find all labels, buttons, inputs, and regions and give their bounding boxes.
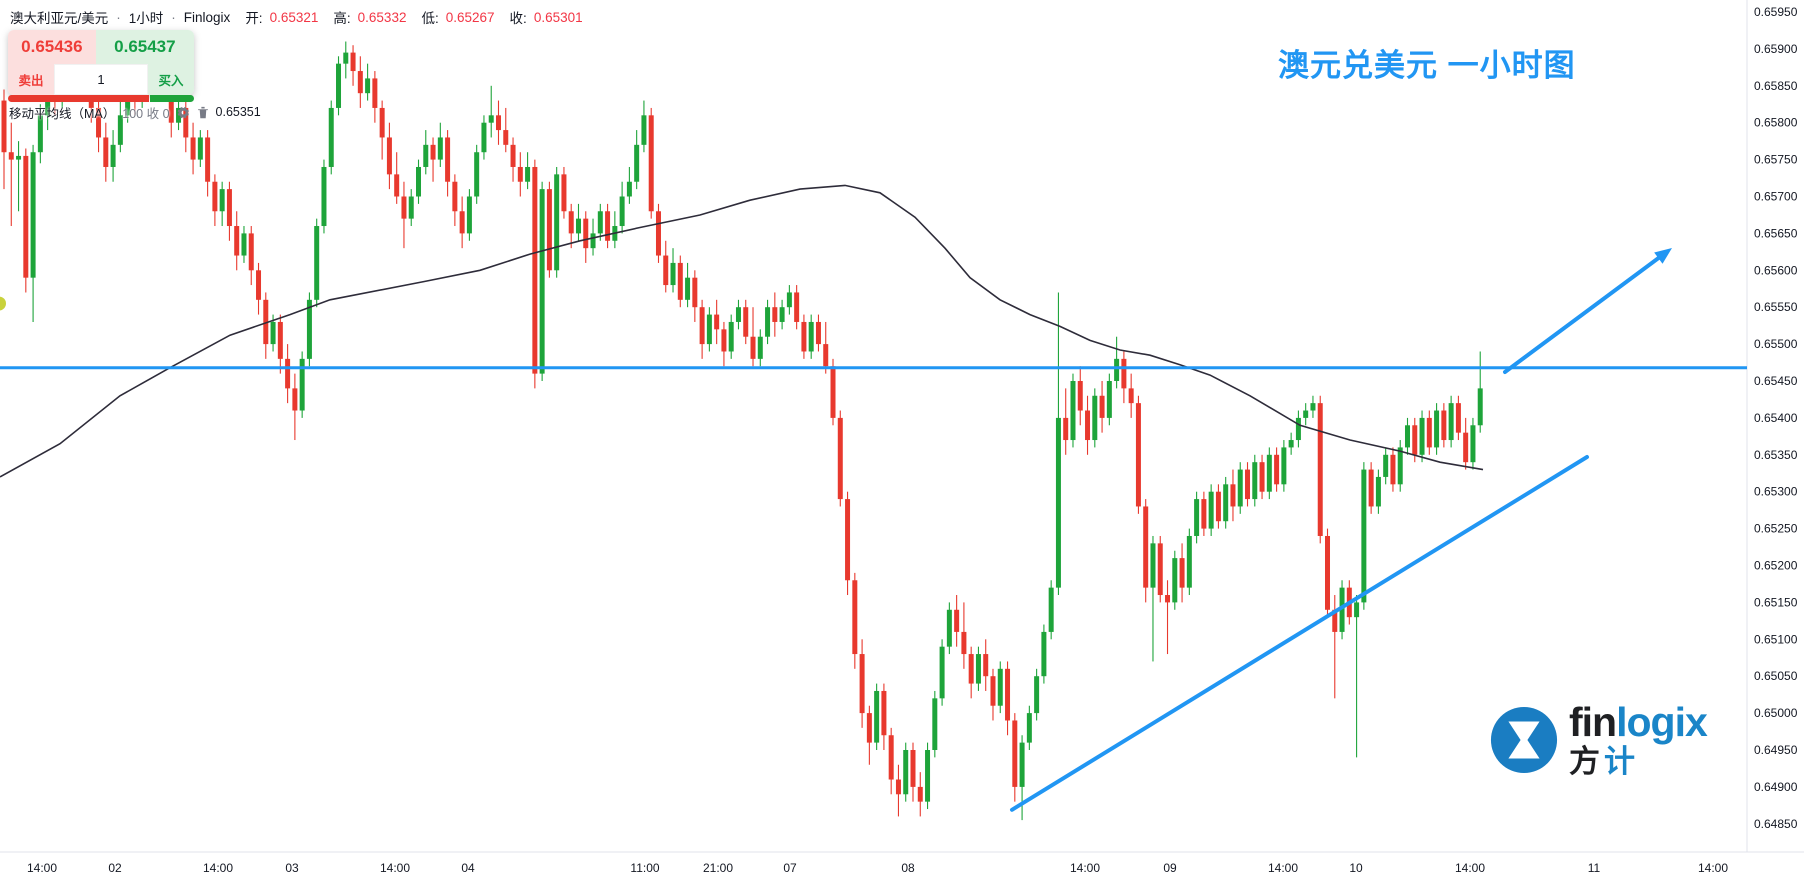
svg-text:07: 07 [783,861,797,875]
finlogix-logo-icon [1490,706,1558,774]
ma-line [0,184,1484,478]
chart-annotation-title[interactable]: 澳元兑美元 一小时图 [1278,48,1576,83]
symbol-header: 澳大利亚元/美元 · 1小时 · Finlogix 开: 0.65321 高: … [10,7,583,27]
high-label: 高: [333,11,351,26]
svg-text:11:00: 11:00 [630,861,659,875]
svg-text:0.65450: 0.65450 [1754,374,1798,388]
svg-text:0.65500: 0.65500 [1754,337,1798,351]
depth-bar [8,95,194,102]
svg-text:0.65400: 0.65400 [1754,411,1798,425]
open-value: 0.65321 [269,9,319,25]
candles-layer [1,41,1483,821]
svg-text:0.64950: 0.64950 [1754,743,1798,757]
svg-text:0.65750: 0.65750 [1754,153,1798,167]
svg-text:0.65900: 0.65900 [1754,42,1798,56]
sell-button[interactable]: 卖出 [8,64,54,95]
quantity-input[interactable]: 1 [54,64,148,95]
svg-text:09: 09 [1163,861,1177,875]
svg-text:0.65850: 0.65850 [1754,79,1798,93]
svg-text:0.65000: 0.65000 [1754,706,1798,720]
svg-text:14:00: 14:00 [1698,861,1728,875]
svg-text:0.65200: 0.65200 [1754,559,1798,573]
svg-text:0.65050: 0.65050 [1754,669,1798,683]
finlogix-watermark: finlogix 方计 [1489,698,1708,779]
svg-text:11: 11 [1588,861,1601,875]
depth-bar-red [8,95,150,102]
trade-widget: 0.65436 0.65437 卖出 1 买入 [8,30,194,95]
svg-text:03: 03 [285,861,299,875]
svg-text:0.64850: 0.64850 [1754,817,1798,831]
svg-text:14:00: 14:00 [1455,861,1485,875]
svg-text:0.65600: 0.65600 [1754,263,1798,277]
svg-text:0.65350: 0.65350 [1754,448,1798,462]
breakout-arrow [1503,248,1672,374]
open-label: 开: [245,11,263,26]
svg-text:0.65700: 0.65700 [1754,190,1798,204]
svg-text:0.65100: 0.65100 [1754,632,1798,646]
svg-text:14:00: 14:00 [203,861,233,875]
ma-value: 0.65351 [215,105,261,119]
price-axis: 0.65950 0.65900 0.65850 0.65800 0.65750 0.657… [1754,5,1798,831]
sell-price-button[interactable]: 0.65436 [8,30,96,64]
ma-indicator-legend: 移动平均线（MA） 100 收 0 0.65351 [9,104,261,121]
time-axis: 14:00 02 14:00 03 14:00 04 11:00 21:00 07 08 14:00… [27,861,1728,875]
svg-text:0.64900: 0.64900 [1754,780,1798,794]
buy-price-button[interactable]: 0.65437 [95,30,194,64]
separator: · [116,9,121,25]
svg-text:0.65800: 0.65800 [1754,116,1798,130]
ma-name[interactable]: 移动平均线（MA） [9,106,116,121]
svg-text:14:00: 14:00 [1268,861,1298,875]
low-label: 低: [421,11,439,26]
close-label: 收: [509,11,527,26]
brand-wordmark-cn: 方计 [1569,743,1639,779]
svg-text:04: 04 [461,861,475,875]
svg-text:02: 02 [108,861,122,875]
provider-label: Finlogix [183,9,231,25]
depth-bar-green [150,95,194,102]
high-value: 0.65332 [357,9,407,25]
buy-button[interactable]: 买入 [148,64,194,95]
svg-text:0.65300: 0.65300 [1754,485,1798,499]
close-value: 0.65301 [533,9,583,25]
svg-text:0.65150: 0.65150 [1754,595,1798,609]
interval-label[interactable]: 1小时 [128,11,164,26]
low-value: 0.65267 [445,9,495,25]
svg-text:08: 08 [901,861,915,875]
svg-text:14:00: 14:00 [1070,861,1100,875]
ma-params: 100 收 0 [122,106,170,121]
gear-icon[interactable] [177,106,190,119]
separator: · [171,9,176,25]
price-alert-marker [0,296,6,311]
svg-text:0.65550: 0.65550 [1754,300,1798,314]
brand-wordmark: finlogix [1569,698,1708,745]
trash-icon[interactable] [197,106,209,119]
svg-text:14:00: 14:00 [27,861,57,875]
trendline [1010,455,1589,812]
svg-text:10: 10 [1349,861,1363,875]
svg-text:0.65650: 0.65650 [1754,226,1798,240]
svg-text:21:00: 21:00 [703,861,733,875]
svg-text:0.65950: 0.65950 [1754,5,1798,19]
svg-text:14:00: 14:00 [380,861,410,875]
svg-text:0.65250: 0.65250 [1754,522,1798,536]
symbol-name[interactable]: 澳大利亚元/美元 [10,11,109,26]
